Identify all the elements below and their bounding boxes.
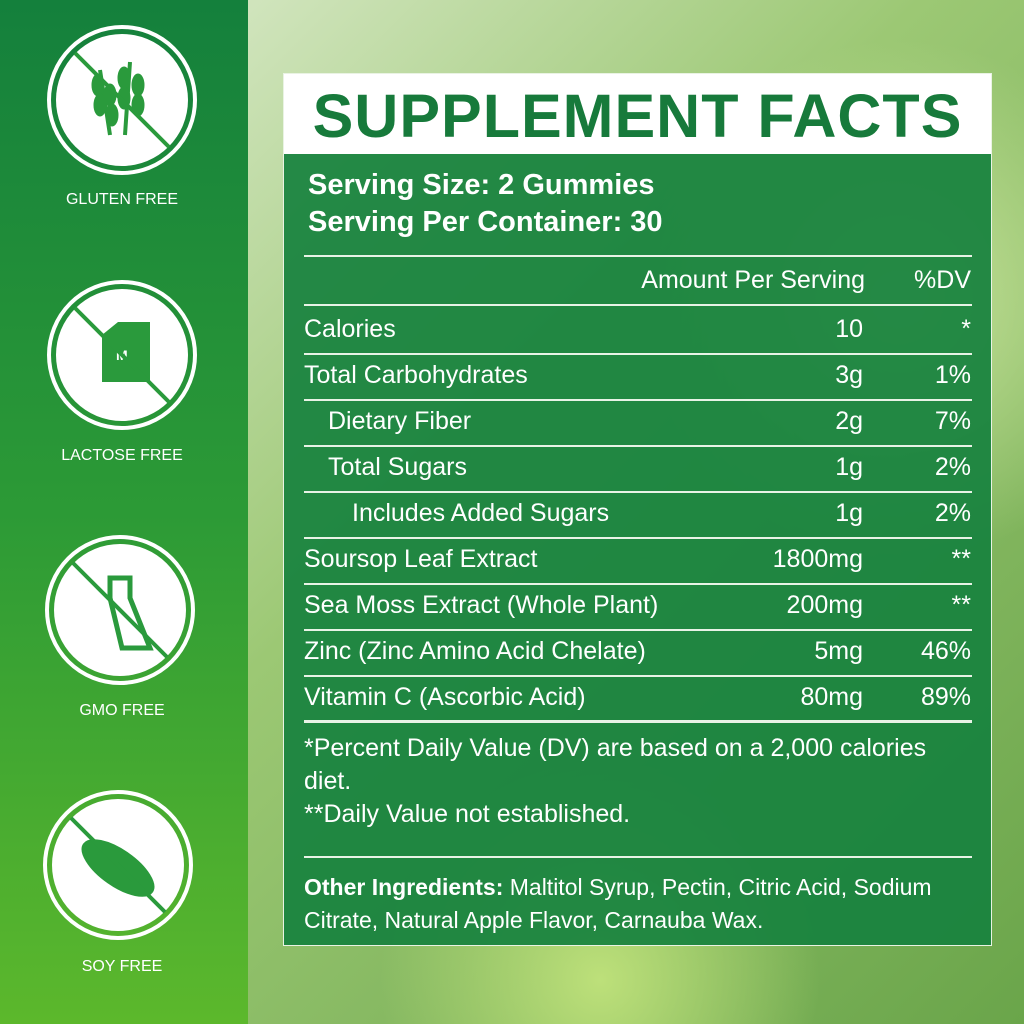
divider: [304, 856, 972, 858]
divider: [304, 399, 972, 401]
nutrient-amount: 200mg: [786, 591, 863, 619]
nutrient-name: Total Sugars: [328, 453, 467, 481]
footnote: *Percent Daily Value (DV) are based on a…: [304, 734, 927, 795]
badge-label: SOY FREE: [81, 957, 163, 975]
nutrient-dv: **: [951, 545, 971, 573]
divider: [304, 255, 972, 257]
other-ingredients: Other Ingredients: Maltitol Syrup, Pecti…: [304, 871, 964, 937]
footnotes: *Percent Daily Value (DV) are based on a…: [304, 732, 944, 831]
nutrient-amount: 1g: [835, 499, 863, 527]
nutrient-name: Includes Added Sugars: [352, 499, 610, 527]
nutrient-name: Soursop Leaf Extract: [304, 545, 538, 573]
nutrient-name: Dietary Fiber: [328, 407, 472, 435]
nutrient-dv: **: [951, 591, 971, 619]
nutrient-dv: 2%: [934, 453, 971, 481]
header-dv: %DV: [914, 266, 971, 294]
nutrient-dv: 1%: [934, 361, 971, 389]
other-ingredients-label: Other Ingredients:: [304, 874, 504, 900]
nutrient-dv: 89%: [920, 683, 971, 711]
nutrient-dv: 7%: [934, 407, 971, 435]
nutrient-name: Calories: [304, 315, 396, 343]
nutrient-amount: 80mg: [800, 683, 863, 711]
divider: [304, 353, 972, 355]
nutrient-name: Zinc (Zinc Amino Acid Chelate): [304, 637, 646, 665]
nutrient-amount: 1800mg: [772, 545, 863, 573]
divider: [304, 304, 972, 306]
divider: [304, 675, 972, 677]
nutrient-amount: 3g: [835, 361, 863, 389]
sidebar: M GLUTEN FREE LACTOSE FREE GMO FREE SOY FRE…: [0, 0, 248, 1024]
nutrient-name: Vitamin C (Ascorbic Acid): [304, 683, 586, 711]
header-amount: Amount Per Serving: [641, 266, 865, 294]
panel-title: SUPPLEMENT FACTS: [284, 74, 991, 154]
divider: [304, 537, 972, 539]
nutrient-dv: 2%: [934, 499, 971, 527]
nutrient-name: Sea Moss Extract (Whole Plant): [304, 591, 659, 619]
divider: [304, 583, 972, 585]
nutrient-amount: 10: [835, 315, 863, 343]
facts-panel: SUPPLEMENT FACTS Serving Size: 2 Gummies…: [283, 73, 992, 946]
nutrient-name: Total Carbohydrates: [304, 361, 528, 389]
nutrient-dv: 46%: [920, 637, 971, 665]
divider: [304, 491, 972, 493]
nutrient-dv: *: [961, 315, 971, 343]
badge-icons: M: [43, 25, 197, 940]
servings-per-container: Serving Per Container: 30: [308, 206, 663, 238]
badge-label: GMO FREE: [79, 702, 165, 719]
serving-size: Serving Size: 2 Gummies: [308, 169, 655, 201]
nutrient-amount: 5mg: [814, 637, 863, 665]
badge-label: GLUTEN FREE: [65, 191, 178, 208]
other-ingredients-text: Maltitol Syrup, Pectin, Citric Acid, Sod…: [304, 874, 932, 933]
divider: [304, 445, 972, 447]
nutrient-amount: 2g: [835, 407, 863, 435]
divider: [304, 720, 972, 723]
badge-label: LACTOSE FREE: [61, 446, 183, 464]
nutrient-amount: 1g: [835, 453, 863, 481]
footnote: **Daily Value not established.: [304, 800, 631, 828]
divider: [304, 629, 972, 631]
